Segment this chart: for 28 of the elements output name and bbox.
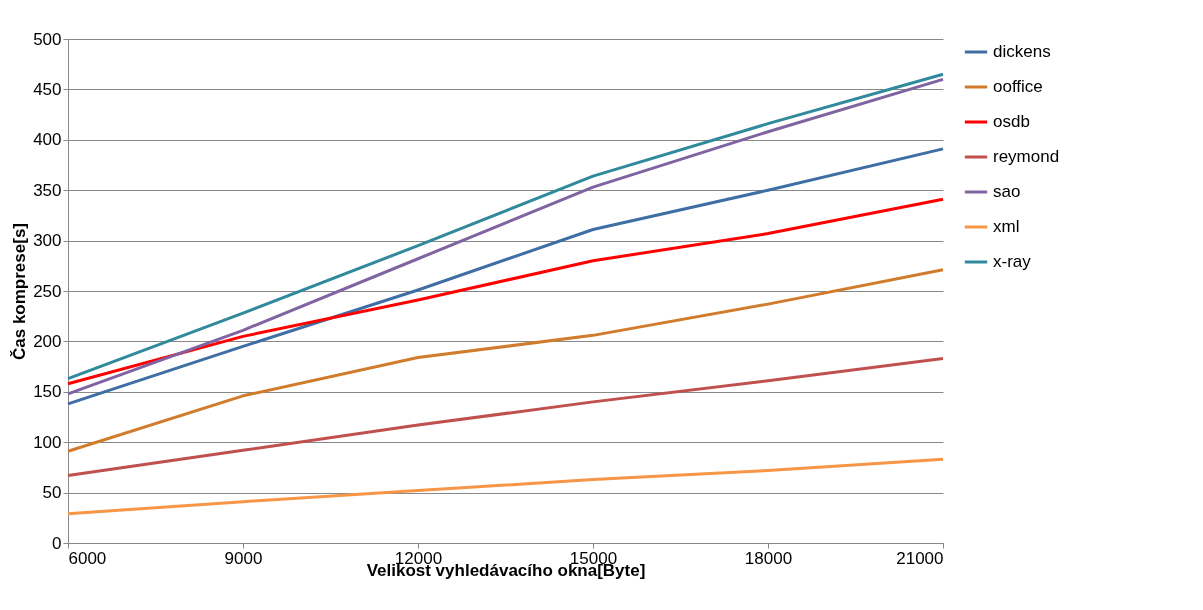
x-tick-label: 6000 <box>68 548 107 568</box>
x-tick-label: 18000 <box>744 548 793 568</box>
y-tick-label: 50 <box>42 483 62 503</box>
line-series <box>66 357 945 477</box>
y-tick-label: 0 <box>52 533 62 553</box>
line-series <box>66 268 945 453</box>
line-series <box>66 147 945 406</box>
y-tick-label: 350 <box>33 180 62 200</box>
y-tick-label: 100 <box>33 432 62 452</box>
legend-label: dickens <box>993 42 1051 61</box>
legend-label: x-ray <box>993 252 1032 271</box>
x-tick-label: 9000 <box>224 548 263 568</box>
line-series <box>66 457 945 516</box>
y-tick-label: 300 <box>33 231 62 251</box>
line-series <box>66 197 945 386</box>
y-tick-label: 200 <box>33 331 62 351</box>
x-tick-label: 21000 <box>896 548 944 568</box>
y-tick-label: 150 <box>33 382 62 402</box>
legend-label: xml <box>993 217 1020 236</box>
y-tick-label: 500 <box>33 29 62 49</box>
legend-label: sao <box>993 182 1021 201</box>
y-axis-title: Čas komprese[s] <box>10 222 30 361</box>
y-tick-label: 450 <box>33 79 62 99</box>
y-tick-label: 250 <box>33 281 62 301</box>
legend-label: reymond <box>993 147 1060 166</box>
y-tick-label: 400 <box>33 130 62 150</box>
legend-label: osdb <box>993 112 1030 131</box>
legend-label: ooffice <box>993 77 1043 96</box>
